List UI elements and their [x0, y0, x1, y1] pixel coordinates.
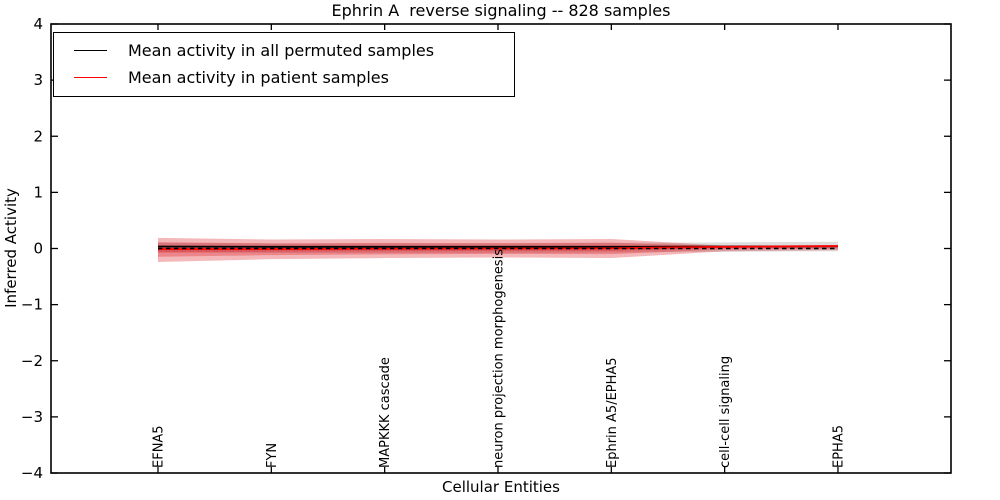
x-tick-label: FYN: [265, 443, 280, 468]
x-tick-label: EFNA5: [152, 425, 167, 468]
y-tick-label: 0: [33, 240, 43, 258]
patient-line-swatch: [74, 77, 107, 78]
x-tick-label: MAPKKK cascade: [378, 357, 393, 468]
legend-item-label: Mean activity in all permuted samples: [128, 41, 435, 60]
x-tick-label: cell-cell signaling: [718, 356, 733, 468]
y-tick-label: 1: [33, 183, 43, 201]
x-axis-label: Cellular Entities: [442, 478, 560, 496]
y-tick-label: 4: [33, 15, 43, 33]
patient-std-band-0: [158, 237, 838, 262]
y-tick-label: −4: [21, 464, 43, 482]
y-tick-label: −2: [21, 352, 43, 370]
y-tick-label: 2: [33, 127, 43, 145]
y-tick-label: −1: [21, 296, 43, 314]
x-tick-label: neuron projection morphogenesis: [491, 249, 506, 468]
legend: Mean activity in all permuted samples Me…: [53, 32, 515, 97]
legend-item-label: Mean activity in patient samples: [128, 68, 389, 87]
legend-item-permuted: Mean activity in all permuted samples: [60, 37, 508, 64]
y-axis-label: Inferred Activity: [2, 188, 20, 308]
y-tick-label: 3: [33, 71, 43, 89]
legend-item-patient: Mean activity in patient samples: [60, 64, 508, 91]
y-tick-label: −3: [21, 408, 43, 426]
x-tick-label: EPHA5: [831, 425, 846, 468]
x-tick-label: Ephrin A5/EPHA5: [605, 357, 620, 468]
chart-title: Ephrin A reverse signaling -- 828 sample…: [331, 1, 671, 20]
permuted-line-swatch: [74, 50, 107, 51]
